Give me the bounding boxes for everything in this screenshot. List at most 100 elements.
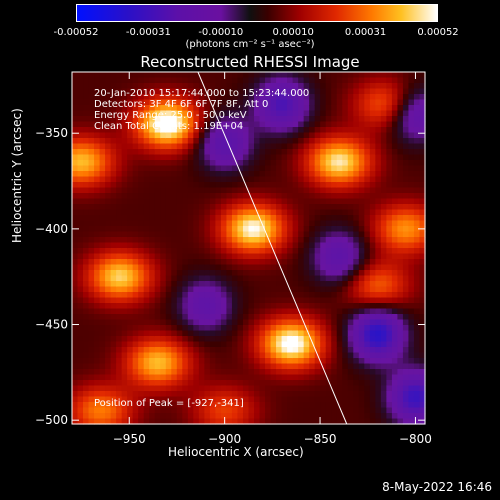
heatmap-cell: [132, 352, 139, 359]
heatmap-cell: [171, 127, 178, 134]
heatmap-cell: [336, 303, 343, 310]
heatmap-cell: [99, 407, 106, 414]
heatmap-cell: [143, 292, 150, 299]
heatmap-cell: [149, 391, 156, 398]
heatmap-cell: [204, 138, 211, 145]
heatmap-cell: [309, 209, 316, 216]
heatmap-cell: [325, 248, 332, 255]
heatmap-cell: [353, 105, 360, 112]
heatmap-cell: [254, 187, 261, 194]
heatmap-cell: [72, 72, 79, 79]
heatmap-cell: [347, 231, 354, 238]
heatmap-cell: [325, 275, 332, 282]
heatmap-cell: [375, 264, 382, 271]
heatmap-cell: [314, 253, 321, 260]
heatmap-cell: [380, 248, 387, 255]
heatmap-cell: [138, 385, 145, 392]
heatmap-cell: [364, 242, 371, 249]
heatmap-cell: [99, 138, 106, 145]
heatmap-cell: [413, 380, 421, 387]
heatmap-cell: [231, 391, 239, 398]
heatmap-cell: [105, 116, 112, 123]
heatmap-cell: [331, 116, 338, 123]
heatmap-cell: [171, 171, 178, 178]
heatmap-cell: [358, 308, 365, 315]
heatmap-cell: [292, 297, 299, 304]
heatmap-cell: [276, 363, 283, 370]
heatmap-cell: [231, 182, 239, 189]
heatmap-cell: [138, 105, 145, 112]
heatmap-cell: [254, 275, 261, 282]
heatmap-cell: [132, 209, 139, 216]
heatmap-cell: [259, 127, 266, 134]
heatmap-cell: [165, 83, 172, 90]
heatmap-cell: [391, 264, 399, 271]
heatmap-cell: [325, 330, 332, 337]
heatmap-cell: [138, 418, 145, 425]
heatmap-cell: [77, 88, 84, 95]
heatmap-cell: [353, 413, 360, 420]
heatmap-cell: [336, 187, 343, 194]
heatmap-cell: [259, 308, 266, 315]
heatmap-cell: [220, 132, 228, 139]
heatmap-cell: [276, 138, 283, 145]
heatmap-cell: [149, 187, 156, 194]
heatmap-cell: [391, 88, 399, 95]
heatmap-cell: [127, 226, 134, 233]
heatmap-cell: [292, 391, 299, 398]
heatmap-cell: [138, 204, 145, 211]
heatmap-cell: [270, 121, 277, 128]
heatmap-cell: [132, 116, 139, 123]
heatmap-cell: [276, 275, 283, 282]
heatmap-cell: [358, 72, 365, 79]
heatmap-cell: [397, 110, 404, 117]
heatmap-cell: [325, 176, 332, 183]
heatmap-cell: [281, 253, 288, 260]
heatmap-cell: [380, 160, 387, 167]
heatmap-cell: [110, 330, 117, 337]
heatmap-cell: [242, 385, 250, 392]
heatmap-cell: [369, 215, 376, 222]
heatmap-cell: [353, 347, 360, 354]
heatmap-cell: [110, 242, 117, 249]
heatmap-cell: [121, 286, 128, 293]
heatmap-cell: [259, 215, 266, 222]
heatmap-cell: [154, 193, 161, 200]
heatmap-cell: [397, 83, 404, 90]
heatmap-cell: [259, 198, 266, 205]
heatmap-cell: [364, 116, 371, 123]
heatmap-cell: [176, 352, 183, 359]
heatmap-cell: [198, 83, 205, 90]
heatmap-cell: [171, 88, 178, 95]
heatmap-cell: [270, 297, 277, 304]
heatmap-cell: [259, 121, 266, 128]
heatmap-cell: [380, 336, 387, 343]
heatmap-cell: [242, 380, 250, 387]
heatmap-cell: [193, 374, 200, 381]
heatmap-cell: [160, 352, 167, 359]
heatmap-cell: [353, 281, 360, 288]
heatmap-cell: [397, 116, 404, 123]
heatmap-cell: [116, 72, 123, 79]
heatmap-cell: [94, 193, 101, 200]
heatmap-cell: [276, 374, 283, 381]
heatmap-cell: [309, 352, 316, 359]
heatmap-cell: [121, 127, 128, 134]
heatmap-cell: [132, 226, 139, 233]
heatmap-cell: [77, 215, 84, 222]
heatmap-cell: [336, 94, 343, 101]
heatmap-cell: [193, 319, 200, 326]
heatmap-cell: [336, 237, 343, 244]
heatmap-cell: [303, 341, 310, 348]
heatmap-cell: [160, 138, 167, 145]
heatmap-cell: [193, 149, 200, 156]
heatmap-cell: [408, 182, 415, 189]
heatmap-cell: [298, 319, 305, 326]
heatmap-cell: [353, 231, 360, 238]
heatmap-cell: [121, 358, 128, 365]
heatmap-cell: [220, 264, 228, 271]
heatmap-cell: [259, 325, 266, 332]
heatmap-cell: [342, 407, 349, 414]
heatmap-cell: [110, 358, 117, 365]
heatmap-cell: [369, 209, 376, 216]
